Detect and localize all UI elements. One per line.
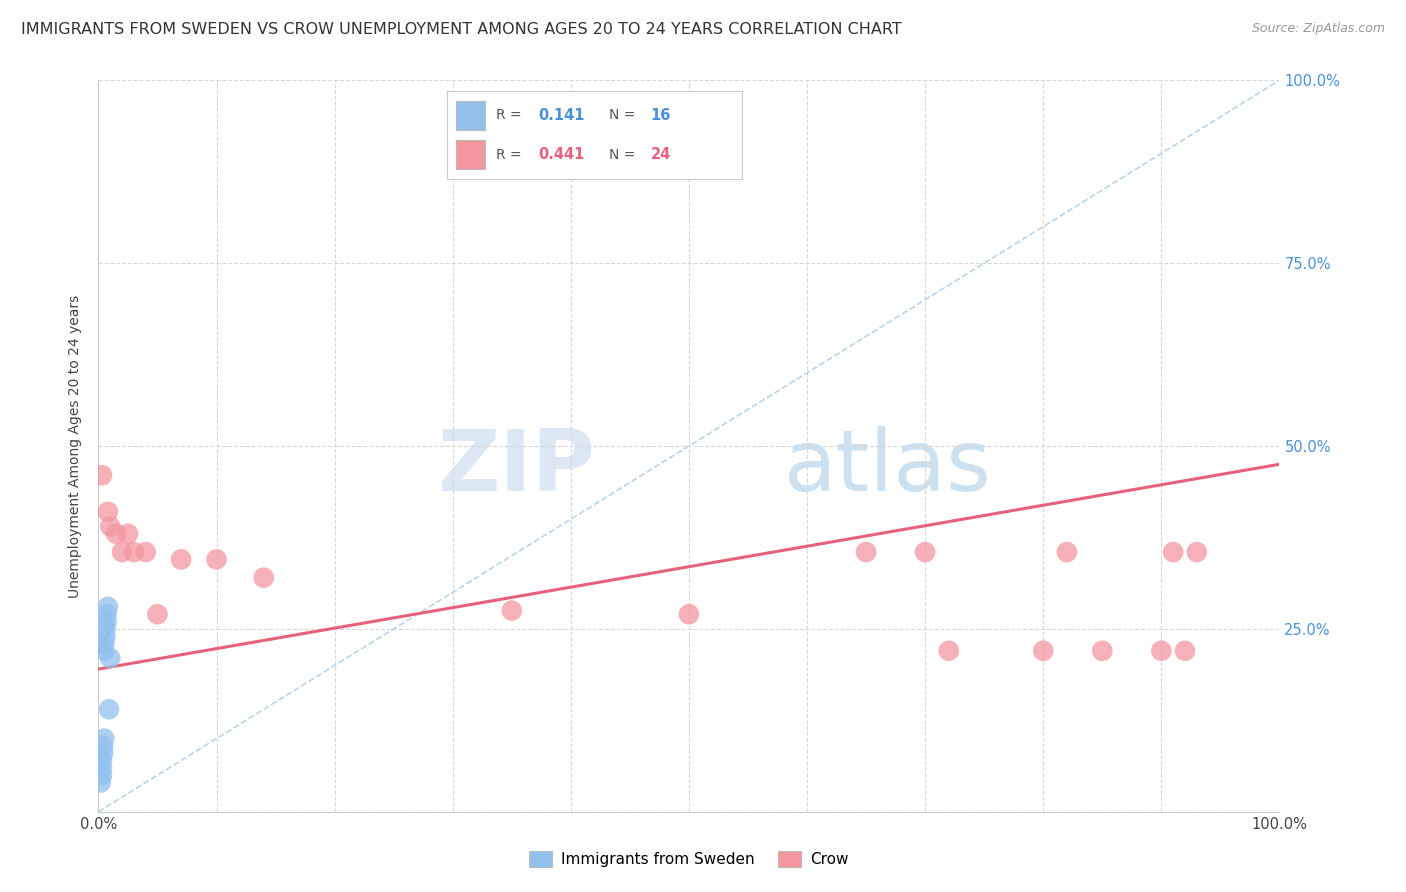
- Point: [678, 607, 700, 622]
- Point: [93, 644, 115, 658]
- Legend: Immigrants from Sweden, Crow: Immigrants from Sweden, Crow: [523, 846, 855, 873]
- Point: [146, 607, 169, 622]
- Point: [122, 545, 145, 559]
- Point: [1091, 644, 1114, 658]
- Point: [1150, 644, 1173, 658]
- Text: atlas: atlas: [783, 426, 991, 509]
- Text: Source: ZipAtlas.com: Source: ZipAtlas.com: [1251, 22, 1385, 36]
- Point: [93, 731, 115, 746]
- Point: [94, 622, 117, 636]
- Text: ZIP: ZIP: [437, 426, 595, 509]
- Point: [855, 545, 877, 559]
- Point: [253, 571, 276, 585]
- Point: [914, 545, 936, 559]
- Point: [90, 775, 112, 789]
- Point: [1056, 545, 1078, 559]
- Point: [111, 545, 134, 559]
- Y-axis label: Unemployment Among Ages 20 to 24 years: Unemployment Among Ages 20 to 24 years: [69, 294, 83, 598]
- Point: [98, 519, 121, 533]
- Point: [94, 629, 117, 643]
- Point: [96, 607, 118, 622]
- Point: [97, 599, 120, 614]
- Point: [98, 702, 121, 716]
- Point: [105, 526, 128, 541]
- Point: [91, 761, 114, 775]
- Point: [1032, 644, 1054, 658]
- Point: [91, 468, 114, 483]
- Point: [501, 603, 523, 617]
- Point: [117, 526, 139, 541]
- Point: [93, 636, 115, 650]
- Point: [98, 651, 121, 665]
- Point: [91, 754, 114, 768]
- Point: [938, 644, 960, 658]
- Point: [170, 552, 193, 566]
- Point: [135, 545, 157, 559]
- Point: [91, 746, 114, 760]
- Point: [205, 552, 228, 566]
- Point: [97, 505, 120, 519]
- Point: [91, 739, 114, 753]
- Point: [91, 768, 114, 782]
- Point: [1174, 644, 1197, 658]
- Point: [96, 615, 118, 629]
- Point: [1161, 545, 1184, 559]
- Text: IMMIGRANTS FROM SWEDEN VS CROW UNEMPLOYMENT AMONG AGES 20 TO 24 YEARS CORRELATIO: IMMIGRANTS FROM SWEDEN VS CROW UNEMPLOYM…: [21, 22, 901, 37]
- Point: [1185, 545, 1208, 559]
